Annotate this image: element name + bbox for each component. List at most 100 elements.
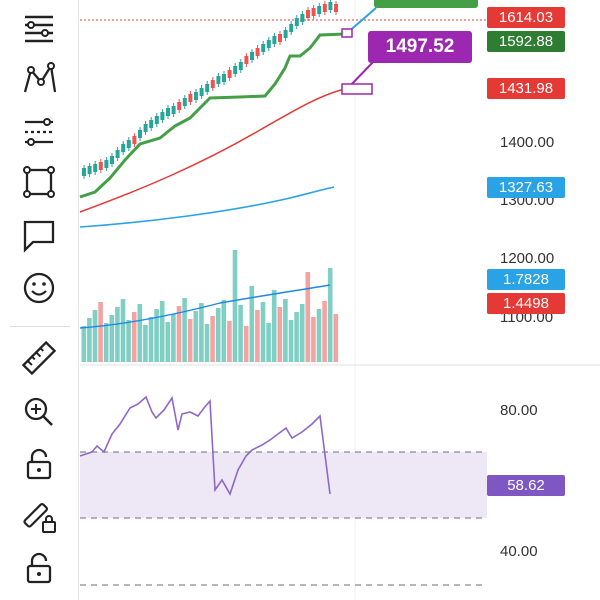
volume-bar [187,319,193,362]
volume-bar [148,317,154,362]
volume-bar [159,301,165,362]
volume-bar [103,323,109,362]
fib-icon[interactable] [14,110,64,154]
volume-bar [204,324,210,362]
candle-body [255,48,260,56]
volume-bar [215,308,221,362]
toolbar-divider [10,326,70,327]
anchor-handle[interactable] [341,28,353,38]
green-callout-label[interactable] [374,0,478,8]
volume-bar [92,310,98,362]
price-tag-sma: 1592.88 [487,31,565,52]
volume-bar [137,304,143,362]
emoji-icon[interactable] [14,266,64,310]
volume-bar [210,316,215,362]
zoom-icon[interactable] [14,390,64,434]
candle-body [272,36,277,44]
pattern-icon[interactable] [14,58,64,102]
ma-blue-line [79,186,335,228]
rsi-band [80,452,487,518]
volume-bar [81,326,87,362]
candle-body [194,92,198,100]
volume-bar [154,309,159,362]
price-tag-last: 1614.03 [487,7,565,28]
candle-body [334,4,338,12]
candle-body [188,94,193,102]
candle-body [104,160,109,168]
volume-bar [115,307,120,362]
volume-bar [171,314,176,362]
candle-body [199,88,204,96]
volume-bar [227,321,232,362]
volume-bar [305,272,311,362]
candle-body [171,106,176,114]
volume-bar [120,299,126,362]
candle-body [143,124,148,132]
volume-bar [327,268,333,362]
rsi-axis-label: 80.00 [500,402,538,419]
menu-lines-icon[interactable] [14,5,64,49]
ruler-icon[interactable] [14,336,64,380]
magic-pen-icon[interactable] [14,494,64,538]
candle-body [126,140,131,148]
candle-body [244,56,249,64]
shape-icon[interactable] [14,160,64,204]
candle-body [300,14,305,22]
lock-2-icon[interactable] [14,546,64,590]
volume-ma-line [79,284,331,329]
candle-body [110,156,114,164]
candle-body [294,18,299,26]
candle-body [289,24,294,32]
candle-body [216,76,221,84]
candle-body [233,66,238,74]
drawing-toolbar [0,0,79,600]
candle-body [306,10,310,18]
candle-body [154,116,159,124]
volume-bar [143,325,148,362]
ma-red-line [79,88,346,213]
volume-bar [221,300,227,362]
volume-bars [81,250,339,362]
volume-bar [333,314,339,362]
candle-body [205,84,210,92]
candle-body [261,44,266,52]
rsi-current-tag: 58.62 [487,475,565,496]
candle-body [82,168,86,176]
volume-bar [232,250,238,362]
anchor-handle-2[interactable] [341,83,373,95]
candle-body [87,166,92,174]
candle-body [311,8,316,16]
note-icon[interactable] [14,212,64,256]
sma-green-line [79,32,346,199]
volume-bar [322,301,327,362]
candle-body [160,112,165,120]
candle-body [98,162,103,170]
volume-bar [131,312,137,362]
price-callout-label[interactable]: 1497.52 [368,31,472,63]
price-axis-label: 1200.00 [500,250,555,267]
candle-body [322,4,327,12]
volume-bar [283,299,288,362]
lock-icon[interactable] [14,442,64,486]
candle-body [266,40,271,48]
candle-body [182,98,187,106]
candle-body [283,30,288,38]
candle-body [210,80,215,88]
volume-bar [288,320,294,362]
volume-bar [266,323,271,362]
candle-body [93,164,98,172]
candle-body [278,34,282,42]
price-axis-label: 1400.00 [500,134,555,151]
candle-body [177,102,182,110]
volume-bar [165,322,171,362]
volume-bar [176,306,182,362]
volume-bar [98,302,103,362]
volume-bar [243,326,249,362]
volume-bar [199,303,204,362]
price-tag-ma-red: 1431.98 [487,78,565,99]
candle-body [149,120,154,128]
volume-bar [126,320,131,362]
rsi-line [79,395,331,496]
volume-bar [182,298,187,362]
